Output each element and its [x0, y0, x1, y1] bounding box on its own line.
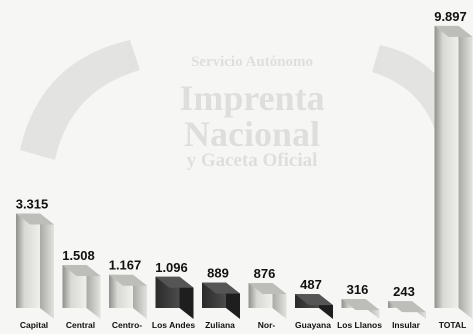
bars-layer	[16, 25, 473, 320]
bar	[202, 282, 240, 319]
bar	[434, 25, 473, 320]
bar-top	[295, 294, 333, 306]
value-label: 9.897	[434, 9, 467, 24]
bar-top	[388, 301, 426, 313]
bar-top	[434, 25, 473, 37]
watermark-text: y Gaceta Oficial	[187, 150, 318, 171]
category-labels-layer: Capital Central Centro- Los Andes Zuliana Nor…	[20, 320, 466, 330]
bar-top	[248, 283, 287, 295]
watermark-text: Nacional	[184, 114, 320, 154]
bar-top	[62, 265, 101, 277]
bar	[295, 294, 333, 319]
value-label: 316	[347, 282, 369, 297]
watermark-text: Imprenta	[179, 78, 324, 118]
value-label: 243	[393, 284, 415, 299]
bar	[62, 265, 101, 319]
category-label: Central	[66, 320, 95, 330]
bar-side	[458, 25, 473, 320]
watermark-text: Servicio Autónomo	[191, 54, 313, 70]
bar-top	[341, 298, 380, 310]
bar	[155, 276, 194, 319]
bar-front	[434, 25, 459, 309]
bar-side	[133, 274, 147, 319]
value-label: 1.508	[62, 248, 95, 263]
bar-top	[202, 282, 240, 294]
value-label: 1.167	[109, 258, 142, 273]
bar-top	[16, 213, 54, 225]
bar-top	[155, 276, 194, 288]
bar	[248, 283, 287, 319]
watermark-emblem-left	[20, 40, 140, 160]
category-label: Zuliana	[205, 320, 235, 330]
category-label: Centro-	[112, 320, 142, 330]
category-label: TOTAL	[439, 320, 467, 330]
value-label: 876	[254, 266, 276, 281]
value-label: 1.096	[155, 260, 188, 275]
bar-side	[40, 213, 54, 319]
category-label: Capital	[20, 320, 48, 330]
bar	[341, 298, 380, 319]
bar-side	[86, 265, 101, 319]
bar	[16, 213, 54, 319]
category-label: Guayana	[295, 320, 331, 330]
value-label: 487	[300, 277, 322, 292]
category-label: Los Llanos	[337, 320, 382, 330]
value-label: 3.315	[16, 197, 49, 212]
category-label: Los Andes	[152, 320, 195, 330]
bar	[109, 274, 147, 319]
bar	[388, 301, 426, 319]
bar-front	[16, 213, 40, 308]
value-labels-layer: 3.315 1.508 1.167 1.096 889 876 487 316 243 9.897	[16, 9, 467, 299]
bar-top	[109, 274, 147, 286]
value-label: 889	[207, 266, 229, 281]
category-label: Insular	[392, 320, 421, 330]
category-label: Nor-	[258, 320, 276, 330]
